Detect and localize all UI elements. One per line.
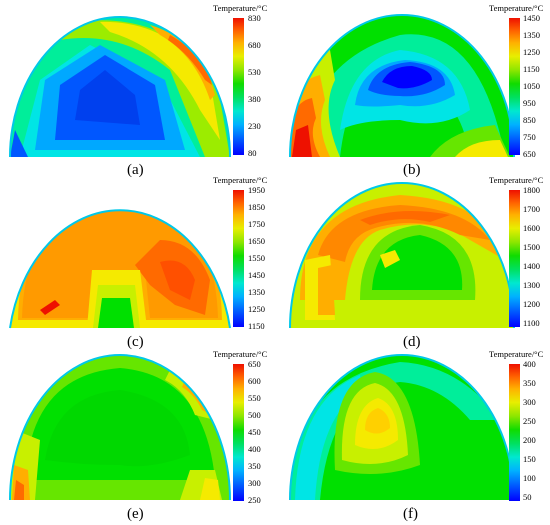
colorbar-tick-c-5: 1450 bbox=[248, 270, 265, 280]
colorbar-title-d: Temperature/°C bbox=[489, 175, 544, 185]
contour-plot-d bbox=[290, 183, 514, 328]
colorbar-tick-c-4: 1550 bbox=[248, 253, 265, 263]
colorbar-title-a: Temperature/°C bbox=[213, 3, 268, 13]
colorbar-e bbox=[233, 364, 244, 501]
colorbar-tick-c-0: 1950 bbox=[248, 185, 265, 195]
colorbar-tick-e-5: 400 bbox=[248, 444, 261, 454]
colorbar-tick-f-5: 150 bbox=[523, 454, 536, 464]
colorbar-tick-e-0: 650 bbox=[248, 359, 261, 369]
panel-b: Temperature/°C 1450 1350 1250 1150 1050 … bbox=[289, 3, 544, 178]
colorbar-tick-b-3: 1150 bbox=[523, 64, 540, 74]
colorbar-tick-c-6: 1350 bbox=[248, 287, 265, 297]
colorbar-d bbox=[509, 190, 520, 327]
colorbar-tick-a-2: 530 bbox=[248, 67, 261, 77]
colorbar-tick-c-2: 1750 bbox=[248, 219, 265, 229]
colorbar-title-e: Temperature/°C bbox=[213, 349, 268, 359]
colorbar-tick-d-7: 1100 bbox=[523, 318, 540, 328]
colorbar-tick-d-0: 1800 bbox=[523, 185, 540, 195]
colorbar-tick-b-2: 1250 bbox=[523, 47, 540, 57]
colorbar-tick-a-4: 230 bbox=[248, 121, 261, 131]
colorbar-tick-c-1: 1850 bbox=[248, 202, 265, 212]
panel-label-c: (c) bbox=[127, 334, 144, 350]
panel-e: Temperature/°C 650 600 550 500 450 400 3… bbox=[9, 349, 268, 522]
panel-f: Temperature/°C 400 350 300 250 200 150 1… bbox=[289, 349, 544, 522]
colorbar-tick-b-8: 650 bbox=[523, 149, 536, 159]
colorbar-tick-b-1: 1350 bbox=[523, 30, 540, 40]
colorbar-b bbox=[509, 18, 520, 155]
contour-plot-b bbox=[290, 15, 514, 157]
colorbar-tick-c-8: 1150 bbox=[248, 321, 265, 331]
colorbar-f bbox=[509, 364, 520, 501]
contour-plot-a bbox=[10, 17, 230, 157]
colorbar-title-f: Temperature/°C bbox=[489, 349, 544, 359]
colorbar-title-b: Temperature/°C bbox=[489, 3, 544, 13]
colorbar-tick-d-6: 1200 bbox=[523, 299, 540, 309]
colorbar-tick-d-1: 1700 bbox=[523, 204, 540, 214]
colorbar-tick-d-2: 1600 bbox=[523, 223, 540, 233]
colorbar-c bbox=[233, 190, 244, 327]
panel-d: Temperature/°C 1800 1700 1600 1500 1400 … bbox=[289, 175, 544, 350]
panel-c: Temperature/°C 1950 1850 1750 1650 1550 … bbox=[9, 175, 268, 350]
colorbar-tick-a-1: 680 bbox=[248, 40, 261, 50]
colorbar-tick-d-5: 1300 bbox=[523, 280, 540, 290]
colorbar-tick-e-8: 250 bbox=[248, 495, 261, 505]
panel-a: Temperature/°C 830 680 530 380 230 80 (a… bbox=[9, 3, 268, 178]
colorbar-tick-c-7: 1250 bbox=[248, 304, 265, 314]
colorbar-tick-d-4: 1400 bbox=[523, 261, 540, 271]
contour-plot-f bbox=[290, 355, 514, 500]
colorbar-tick-a-0: 830 bbox=[248, 13, 261, 23]
colorbar-tick-a-3: 380 bbox=[248, 94, 261, 104]
panel-label-f: (f) bbox=[403, 506, 418, 522]
panel-label-d: (d) bbox=[403, 334, 421, 350]
colorbar-tick-e-6: 350 bbox=[248, 461, 261, 471]
contour-plot-e bbox=[10, 355, 230, 500]
colorbar-tick-d-3: 1500 bbox=[523, 242, 540, 252]
colorbar-tick-b-0: 1450 bbox=[523, 13, 540, 23]
colorbar-tick-f-7: 50 bbox=[523, 492, 532, 502]
colorbar-title-c: Temperature/°C bbox=[213, 175, 268, 185]
colorbar-tick-e-2: 550 bbox=[248, 393, 261, 403]
panel-label-e: (e) bbox=[127, 506, 144, 522]
colorbar-a bbox=[233, 18, 244, 155]
colorbar-tick-f-3: 250 bbox=[523, 416, 536, 426]
panel-label-b: (b) bbox=[403, 162, 421, 178]
colorbar-tick-b-4: 1050 bbox=[523, 81, 540, 91]
colorbar-tick-f-2: 300 bbox=[523, 397, 536, 407]
colorbar-tick-f-6: 100 bbox=[523, 473, 536, 483]
colorbar-tick-b-7: 750 bbox=[523, 132, 536, 142]
colorbar-tick-e-4: 450 bbox=[248, 427, 261, 437]
colorbar-tick-e-7: 300 bbox=[248, 478, 261, 488]
colorbar-tick-c-3: 1650 bbox=[248, 236, 265, 246]
contour-plot-c bbox=[10, 210, 230, 328]
colorbar-tick-a-5: 80 bbox=[248, 148, 257, 158]
colorbar-tick-b-6: 850 bbox=[523, 115, 536, 125]
colorbar-tick-f-1: 350 bbox=[523, 378, 536, 388]
colorbar-tick-e-3: 500 bbox=[248, 410, 261, 420]
panel-label-a: (a) bbox=[127, 162, 144, 178]
colorbar-tick-f-0: 400 bbox=[523, 359, 536, 369]
colorbar-tick-b-5: 950 bbox=[523, 98, 536, 108]
colorbar-tick-f-4: 200 bbox=[523, 435, 536, 445]
colorbar-tick-e-1: 600 bbox=[248, 376, 261, 386]
